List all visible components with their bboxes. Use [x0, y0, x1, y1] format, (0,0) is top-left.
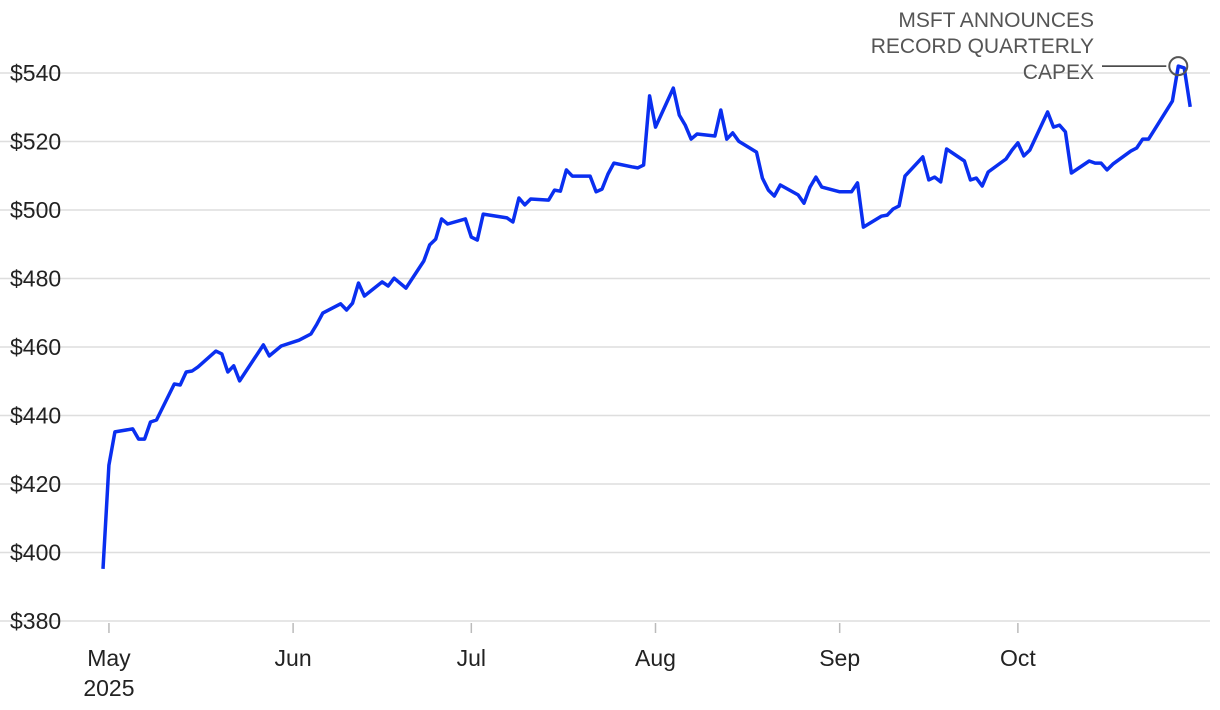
y-tick-label: $520 [10, 129, 61, 155]
annotation-marker [1168, 56, 1189, 77]
x-tick-label: Jul [457, 645, 486, 671]
y-tick-label: $440 [10, 403, 61, 429]
x-tick-label: Jun [275, 645, 312, 671]
y-tick-label: $400 [10, 540, 61, 566]
annotation-text: CAPEX [1023, 61, 1094, 84]
y-tick-label: $380 [10, 608, 61, 634]
y-tick-label: $460 [10, 334, 61, 360]
y-tick-label: $420 [10, 471, 61, 497]
x-tick-label: Oct [1000, 645, 1036, 671]
annotation-text: RECORD QUARTERLY [871, 35, 1094, 58]
y-tick-label: $500 [10, 197, 61, 223]
x-tick-label: May [87, 645, 131, 671]
y-tick-label: $480 [10, 266, 61, 292]
price-line [101, 64, 1192, 569]
x-tick-label: Aug [635, 645, 676, 671]
x-tick-label: Sep [819, 645, 860, 671]
x-tick-year: 2025 [83, 675, 134, 701]
y-tick-label: $540 [10, 60, 61, 86]
annotation-text: MSFT ANNOUNCES [898, 9, 1094, 32]
